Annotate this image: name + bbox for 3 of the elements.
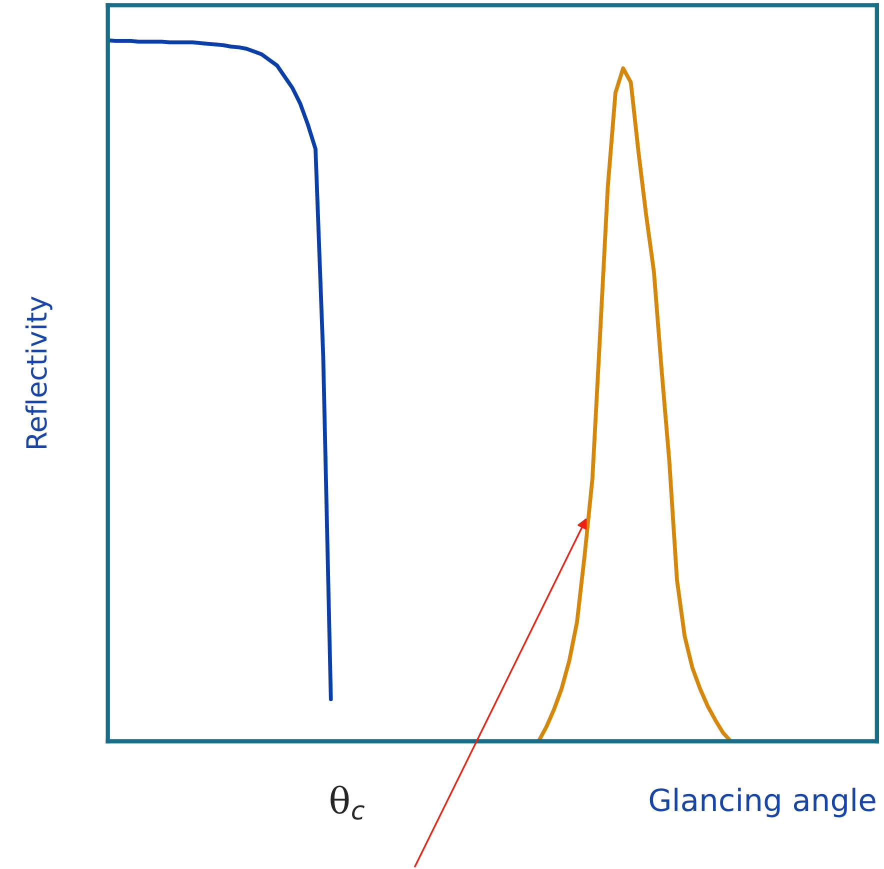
x-axis-title: Glancing angle — [650, 788, 876, 818]
text: θ$_{c}$ — [330, 786, 364, 820]
y-axis-title: Reflectivity — [25, 296, 52, 448]
